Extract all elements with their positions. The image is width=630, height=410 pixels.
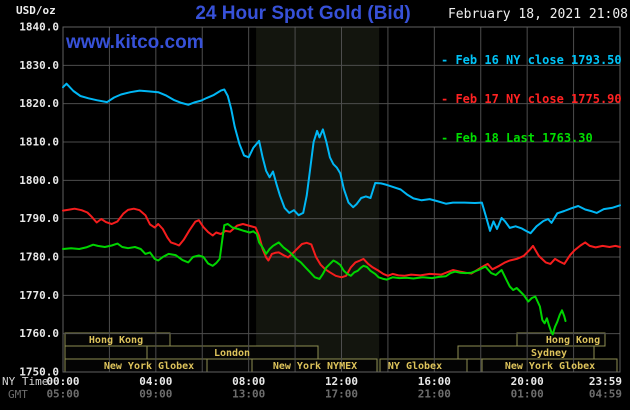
gmt-tick: 09:00 bbox=[139, 388, 172, 401]
ny-time-tick: 20:00 bbox=[511, 375, 544, 388]
gmt-tick: 04:59 bbox=[589, 388, 622, 401]
y-tick-label: 1820.0 bbox=[19, 97, 59, 110]
x-axis-ny-time-caption: NY Time bbox=[2, 375, 49, 388]
ny-time-tick: 23:59 bbox=[589, 375, 622, 388]
y-tick-label: 1840.0 bbox=[19, 21, 59, 34]
gmt-tick: 05:00 bbox=[46, 388, 79, 401]
series-line-feb16 bbox=[62, 82, 621, 235]
ny-time-tick: 12:00 bbox=[325, 375, 358, 388]
gmt-tick: 17:00 bbox=[325, 388, 358, 401]
ny-time-tick: 04:00 bbox=[139, 375, 172, 388]
session-label: New York Globex bbox=[104, 361, 194, 372]
ny-time-tick: 00:00 bbox=[46, 375, 79, 388]
legend-item-feb16: - Feb 16 NY close 1793.50 bbox=[441, 53, 622, 67]
ny-time-tick: 08:00 bbox=[232, 375, 265, 388]
y-tick-label: 1770.0 bbox=[19, 289, 59, 302]
x-axis-gmt-caption: GMT bbox=[8, 388, 28, 401]
session-label: NY Globex bbox=[388, 361, 442, 372]
y-axis-units-label: USD/oz bbox=[16, 4, 56, 17]
plot-border bbox=[62, 26, 621, 373]
session-label: New York Globex bbox=[505, 361, 595, 372]
legend-item-feb18: - Feb 18 Last 1763.30 bbox=[441, 131, 593, 145]
session-label: Hong Kong bbox=[546, 335, 600, 346]
session-label: Hong Kong bbox=[89, 335, 143, 346]
ny-time-tick: 16:00 bbox=[418, 375, 451, 388]
page-title: 24 Hour Spot Gold (Bid) bbox=[195, 3, 411, 24]
y-tick-label: 1760.0 bbox=[19, 327, 59, 340]
y-tick-label: 1750.0 bbox=[19, 366, 59, 379]
session-box-unlabeled bbox=[64, 345, 148, 360]
session-label: Sydney bbox=[531, 348, 567, 359]
y-tick-label: 1810.0 bbox=[19, 136, 59, 149]
series-line-feb18 bbox=[62, 223, 567, 336]
gmt-tick: 21:00 bbox=[418, 388, 451, 401]
chart-datetime: February 18, 2021 21:08 bbox=[447, 7, 628, 22]
session-label: London bbox=[214, 348, 250, 359]
session-label: New York NYMEX bbox=[273, 361, 357, 372]
kitco-watermark-link[interactable]: www.kitco.com bbox=[66, 32, 204, 53]
series-line-feb17 bbox=[62, 207, 621, 279]
gmt-tick: 01:00 bbox=[511, 388, 544, 401]
y-tick-label: 1800.0 bbox=[19, 174, 59, 187]
gmt-tick: 13:00 bbox=[232, 388, 265, 401]
legend: - Feb 16 NY close 1793.50 - Feb 17 NY cl… bbox=[441, 28, 622, 171]
legend-item-feb17: - Feb 17 NY close 1775.90 bbox=[441, 92, 622, 106]
y-tick-label: 1830.0 bbox=[19, 59, 59, 72]
nymex-session-band bbox=[256, 27, 380, 372]
y-tick-label: 1780.0 bbox=[19, 251, 59, 264]
y-tick-label: 1790.0 bbox=[19, 212, 59, 225]
session-box-unlabeled bbox=[206, 358, 253, 373]
